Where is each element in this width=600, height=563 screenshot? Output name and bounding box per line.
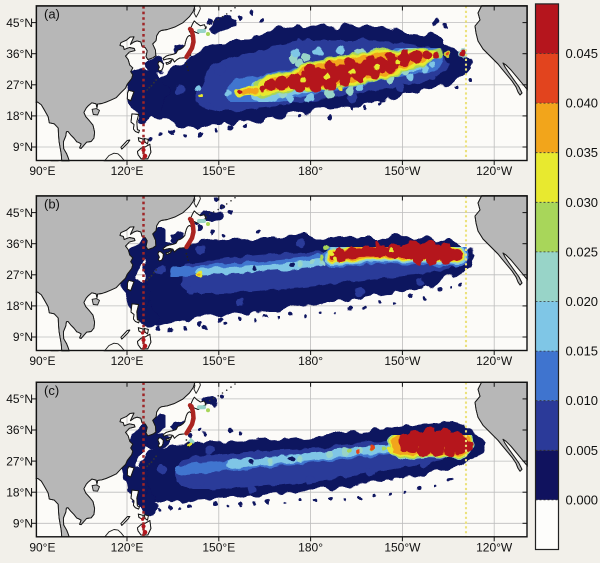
svg-text:0.015: 0.015 — [566, 344, 599, 359]
svg-text:0.045: 0.045 — [566, 46, 599, 61]
svg-text:(c): (c) — [44, 383, 59, 398]
svg-text:0.005: 0.005 — [566, 443, 599, 458]
svg-text:0.040: 0.040 — [566, 96, 599, 111]
svg-text:(b): (b) — [44, 197, 60, 212]
svg-text:0.020: 0.020 — [566, 294, 599, 309]
svg-text:0.030: 0.030 — [566, 195, 599, 210]
svg-text:0.010: 0.010 — [566, 393, 599, 408]
svg-text:0.000: 0.000 — [566, 492, 599, 507]
svg-text:0.025: 0.025 — [566, 244, 599, 259]
svg-text:0.035: 0.035 — [566, 145, 599, 160]
svg-text:(a): (a) — [44, 7, 60, 22]
